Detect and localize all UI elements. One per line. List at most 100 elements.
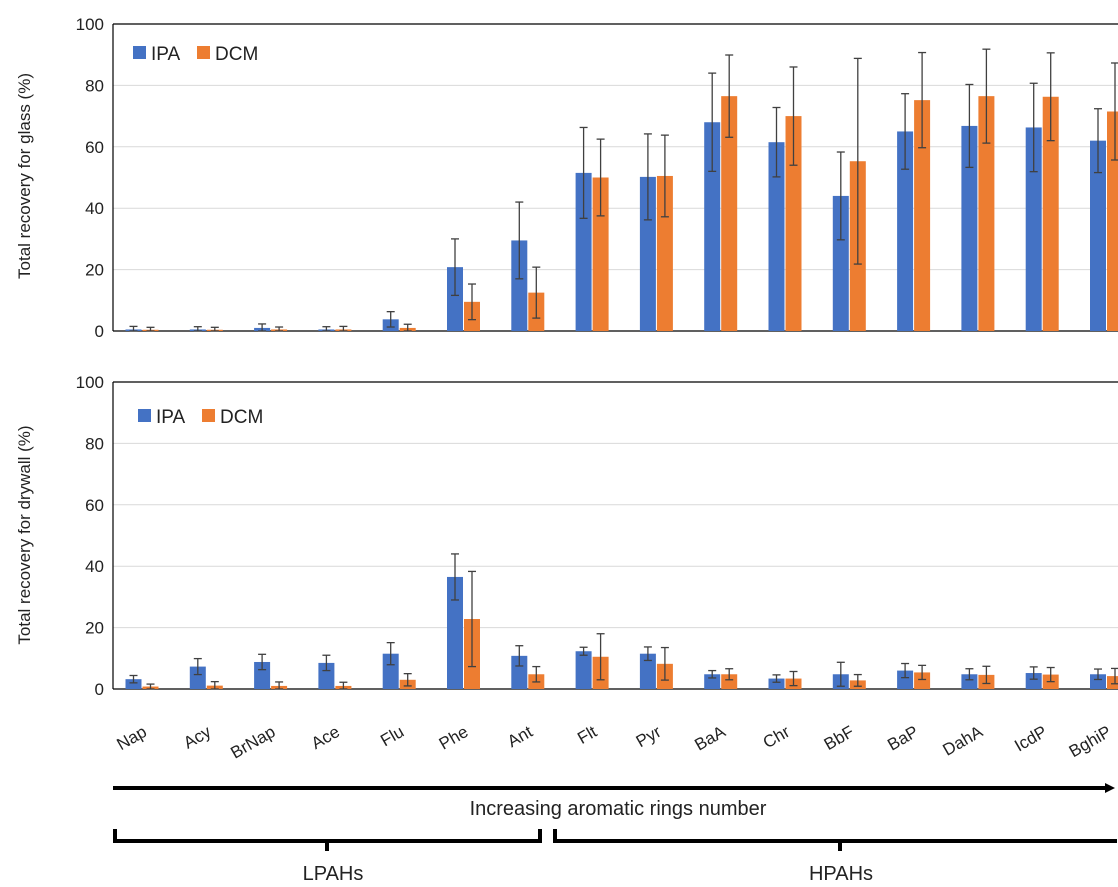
ring-number-annotation: Increasing aromatic rings number <box>113 783 1115 820</box>
drywall-error-bar-dcm-icdp <box>1046 666 1055 683</box>
drywall-bar-ipa-flt <box>575 651 592 689</box>
category-label-icdp: IcdP <box>1011 722 1050 755</box>
glass-error-bar-ipa-nap <box>129 325 138 332</box>
drywall-error-bar-dcm-bbf <box>853 673 862 687</box>
drywall-gridlines <box>113 381 1118 629</box>
drywall-error-bar-ipa-daha <box>965 668 974 681</box>
category-label-bghip: BghiP <box>1066 722 1115 761</box>
drywall-error-bar-dcm-chr <box>789 670 798 687</box>
category-label-bbf: BbF <box>821 722 858 754</box>
glass-error-bar-ipa-ace <box>322 326 331 332</box>
drywall-bar-ipa-ant <box>511 655 528 689</box>
drywall-bar-ipa-icdp <box>1025 673 1042 689</box>
drywall-error-bar-dcm-pyr <box>660 646 669 681</box>
drywall-error-bar-ipa-bghip <box>1094 668 1102 681</box>
glass-bar-ipa-icdp <box>1025 127 1042 331</box>
drywall-legend: IPA DCM <box>138 407 263 428</box>
drywall-y-tick-label: 100 <box>76 373 104 392</box>
category-label-nap: Nap <box>113 722 150 754</box>
drywall-error-bar-dcm-phe <box>468 570 476 668</box>
drywall-bar-ipa-flu <box>382 653 399 689</box>
hpahs-bracket: HPAHs <box>553 829 1117 885</box>
glass-bar-dcm-baa <box>721 96 738 332</box>
glass-bar-dcm-daha <box>978 96 995 332</box>
glass-bar-ipa-phe <box>447 267 463 331</box>
glass-error-bar-ipa-ant <box>515 201 524 280</box>
drywall-bar-ipa-phe <box>447 576 463 689</box>
drywall-error-bar-ipa-ant <box>515 645 524 667</box>
drywall-bar-ipa-nap <box>125 679 142 689</box>
category-labels: Nap Acy BrNap Ace Flu Phe Ant Flt Pyr BaA Chr BbF Ba… <box>113 722 1114 763</box>
glass-legend: IPA DCM <box>133 44 258 65</box>
glass-y-tick-label: 80 <box>85 76 104 95</box>
glass-error-bar-dcm-chr <box>789 66 798 166</box>
drywall-bar-ipa-pyr <box>639 653 656 689</box>
drywall-legend-swatch-ipa <box>138 409 151 422</box>
category-label-chr: Chr <box>760 722 794 752</box>
glass-error-bar-dcm-nap <box>146 326 155 332</box>
glass-y-tick-label: 0 <box>95 322 104 341</box>
glass-error-bar-dcm-bbf <box>853 57 862 265</box>
glass-error-bar-dcm-baa <box>725 54 734 138</box>
drywall-error-bar-ipa-flu <box>386 641 395 666</box>
drywall-error-bar-dcm-nap <box>146 683 155 690</box>
drywall-bar-ipa-ace <box>318 662 335 689</box>
glass-error-bar-dcm-pyr <box>660 134 669 218</box>
drywall-legend-swatch-dcm <box>202 409 215 422</box>
glass-bar-ipa-daha <box>961 125 978 331</box>
glass-bar-ipa-pyr <box>639 176 656 331</box>
glass-legend-swatch-dcm <box>197 46 210 59</box>
drywall-bar-dcm-baa <box>721 674 738 689</box>
glass-legend-label-dcm: DCM <box>215 44 258 65</box>
drywall-error-bar-ipa-phe <box>451 553 459 601</box>
glass-legend-label-ipa: IPA <box>151 44 181 65</box>
glass-error-bar-ipa-pyr <box>643 133 652 221</box>
category-label-phe: Phe <box>436 722 472 754</box>
drywall-error-bar-dcm-ace <box>339 681 348 690</box>
drywall-y-tick-label: 80 <box>85 434 104 453</box>
drywall-y-tick-label: 0 <box>95 680 104 699</box>
glass-error-bar-ipa-phe <box>451 238 459 297</box>
drywall-error-bar-ipa-baa <box>708 669 717 679</box>
glass-error-bar-ipa-bghip <box>1094 108 1102 174</box>
category-label-ant: Ant <box>504 722 536 751</box>
glass-y-tick-label: 60 <box>85 138 104 157</box>
glass-error-bar-dcm-phe <box>468 283 476 321</box>
glass-error-bar-dcm-bap <box>918 51 927 149</box>
drywall-error-bar-dcm-baa <box>725 668 734 681</box>
drywall-error-bar-ipa-acy <box>193 657 202 676</box>
drywall-error-bar-ipa-bap <box>901 662 910 679</box>
drywall-series-ipa <box>125 553 1106 689</box>
drywall-y-axis-title: Total recovery for drywall (%) <box>15 425 34 644</box>
category-label-flu: Flu <box>377 722 407 750</box>
drywall-error-bar-ipa-brnap <box>258 653 267 671</box>
glass-error-bar-ipa-brnap <box>258 323 267 332</box>
glass-error-bar-dcm-flu <box>403 323 412 332</box>
glass-series-dcm <box>142 48 1118 332</box>
glass-error-bar-dcm-daha <box>982 48 991 144</box>
drywall-error-bar-ipa-pyr <box>643 646 652 662</box>
glass-bar-ipa-chr <box>768 142 785 331</box>
glass-error-bar-ipa-flu <box>386 311 395 328</box>
drywall-error-bar-dcm-bap <box>918 664 927 681</box>
glass-y-axis-title: Total recovery for glass (%) <box>15 73 34 279</box>
glass-legend-swatch-ipa <box>133 46 146 59</box>
drywall-bar-ipa-brnap <box>254 661 271 689</box>
glass-y-tick-label: 40 <box>85 199 104 218</box>
drywall-error-bar-ipa-flt <box>579 646 588 656</box>
glass-error-bar-ipa-daha <box>965 83 974 169</box>
glass-error-bar-ipa-baa <box>708 72 717 173</box>
drywall-error-bar-ipa-icdp <box>1029 666 1038 680</box>
drywall-error-bar-dcm-flu <box>403 673 412 687</box>
drywall-error-bar-ipa-nap <box>129 674 138 684</box>
drywall-bar-ipa-chr <box>768 678 785 689</box>
glass-y-tick-label: 20 <box>85 261 104 280</box>
drywall-y-tick-label: 20 <box>85 619 104 638</box>
glass-error-bar-ipa-bbf <box>836 151 845 241</box>
glass-error-bar-ipa-chr <box>772 106 781 178</box>
lpahs-label: LPAHs <box>303 863 364 885</box>
drywall-panel: Total recovery for drywall (%) 0 20 40 60 80… <box>15 373 1118 699</box>
category-label-daha: DahA <box>940 722 987 760</box>
drywall-error-bar-dcm-acy <box>210 680 219 690</box>
glass-bar-ipa-baa <box>704 122 721 332</box>
